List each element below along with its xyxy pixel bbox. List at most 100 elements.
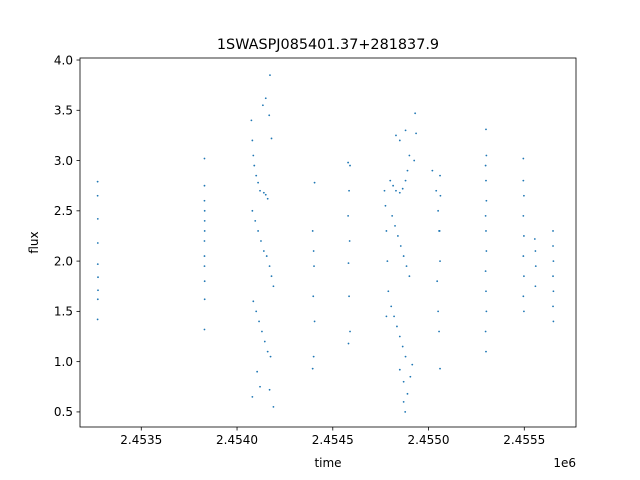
- data-point: [347, 262, 350, 265]
- data-point: [264, 193, 267, 196]
- data-point: [523, 235, 525, 237]
- x-axis: 2.4535 2.4540 2.4545 2.4550 2.4555: [120, 427, 545, 447]
- data-point: [252, 154, 255, 157]
- data-point: [203, 184, 206, 187]
- data-point: [268, 114, 271, 117]
- data-point: [96, 263, 99, 266]
- y-tick-label: 0.5: [54, 405, 73, 419]
- y-tick-label: 1.5: [54, 305, 73, 319]
- data-point: [203, 265, 206, 268]
- data-point: [272, 285, 275, 288]
- data-point: [387, 290, 390, 293]
- data-point: [270, 137, 273, 140]
- data-point: [439, 174, 441, 177]
- data-point: [552, 275, 554, 278]
- data-point: [391, 214, 394, 217]
- data-point: [203, 219, 206, 222]
- data-point: [402, 255, 405, 257]
- data-point: [203, 157, 206, 160]
- data-point: [408, 275, 411, 278]
- data-point: [203, 199, 206, 202]
- data-point: [96, 217, 99, 220]
- data-point: [347, 214, 350, 217]
- data-point: [435, 189, 438, 192]
- y-axis-title: flux: [27, 231, 41, 253]
- data-point: [534, 285, 537, 288]
- data-point: [533, 238, 536, 240]
- data-point: [405, 265, 408, 268]
- data-point: [393, 315, 395, 318]
- data-point: [413, 159, 416, 162]
- data-point: [392, 184, 395, 187]
- data-point: [348, 295, 350, 298]
- data-point: [389, 179, 392, 182]
- data-point: [349, 330, 351, 333]
- data-point: [552, 245, 554, 247]
- y-tick-label: 1.0: [54, 355, 73, 369]
- data-point: [523, 310, 525, 313]
- data-point: [436, 280, 439, 283]
- data-point: [485, 250, 488, 252]
- data-point: [259, 385, 261, 388]
- data-point: [254, 219, 257, 222]
- data-point: [203, 328, 206, 331]
- data-point: [415, 132, 417, 135]
- data-point: [402, 400, 405, 403]
- data-point: [552, 305, 554, 308]
- data-point: [404, 355, 407, 358]
- data-point: [268, 388, 271, 391]
- data-point: [534, 250, 537, 252]
- data-point: [203, 280, 206, 283]
- data-point: [534, 265, 537, 268]
- data-point: [261, 104, 264, 107]
- data-point: [485, 230, 487, 232]
- data-point: [255, 310, 258, 313]
- data-point: [522, 255, 525, 257]
- data-point: [261, 330, 263, 333]
- data-point: [414, 112, 417, 115]
- data-point: [395, 134, 397, 137]
- data-point: [552, 290, 555, 293]
- data-point: [257, 230, 259, 232]
- x-offset-label: 1e6: [553, 456, 576, 470]
- data-point: [311, 367, 314, 370]
- data-point: [203, 209, 206, 212]
- y-tick-label: 2.5: [54, 204, 73, 218]
- data-point: [522, 179, 525, 182]
- data-point: [96, 318, 99, 321]
- data-point: [398, 139, 401, 142]
- data-point: [97, 276, 99, 279]
- data-point: [262, 250, 265, 252]
- data-point: [96, 194, 99, 197]
- data-point: [398, 368, 401, 371]
- data-point: [260, 240, 262, 242]
- data-point: [203, 298, 206, 301]
- data-point: [251, 395, 254, 398]
- data-point: [96, 180, 99, 183]
- data-point: [386, 260, 389, 262]
- data-point: [398, 191, 401, 194]
- data-point: [431, 169, 434, 172]
- x-tick-label: 2.4555: [503, 433, 545, 447]
- data-point: [485, 350, 487, 353]
- data-point: [406, 392, 409, 395]
- data-point: [484, 330, 487, 333]
- data-point: [390, 305, 393, 308]
- data-point: [523, 275, 525, 278]
- data-point: [263, 340, 266, 343]
- y-axis: 0.5 1.0 1.5 2.0 2.5 3.0 3.5 4.0: [54, 53, 80, 419]
- data-point: [265, 255, 268, 257]
- data-points: [96, 74, 555, 413]
- data-point: [404, 179, 407, 182]
- data-point: [269, 74, 271, 76]
- data-point: [437, 209, 440, 212]
- data-point: [270, 275, 273, 278]
- data-point: [383, 189, 386, 192]
- data-point: [96, 298, 99, 301]
- data-point: [484, 270, 487, 273]
- data-point: [311, 230, 314, 232]
- data-point: [437, 310, 440, 313]
- data-point: [552, 260, 555, 262]
